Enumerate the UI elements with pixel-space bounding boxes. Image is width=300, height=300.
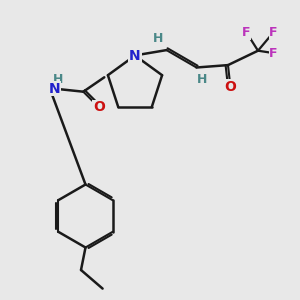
Text: H: H <box>52 73 63 86</box>
Text: F: F <box>269 46 278 60</box>
Text: F: F <box>242 26 251 39</box>
Text: O: O <box>224 80 236 94</box>
Text: H: H <box>197 73 207 86</box>
Text: N: N <box>49 82 61 96</box>
Text: O: O <box>93 100 105 114</box>
Text: F: F <box>269 26 278 39</box>
Text: H: H <box>153 32 163 45</box>
Text: N: N <box>129 49 141 62</box>
